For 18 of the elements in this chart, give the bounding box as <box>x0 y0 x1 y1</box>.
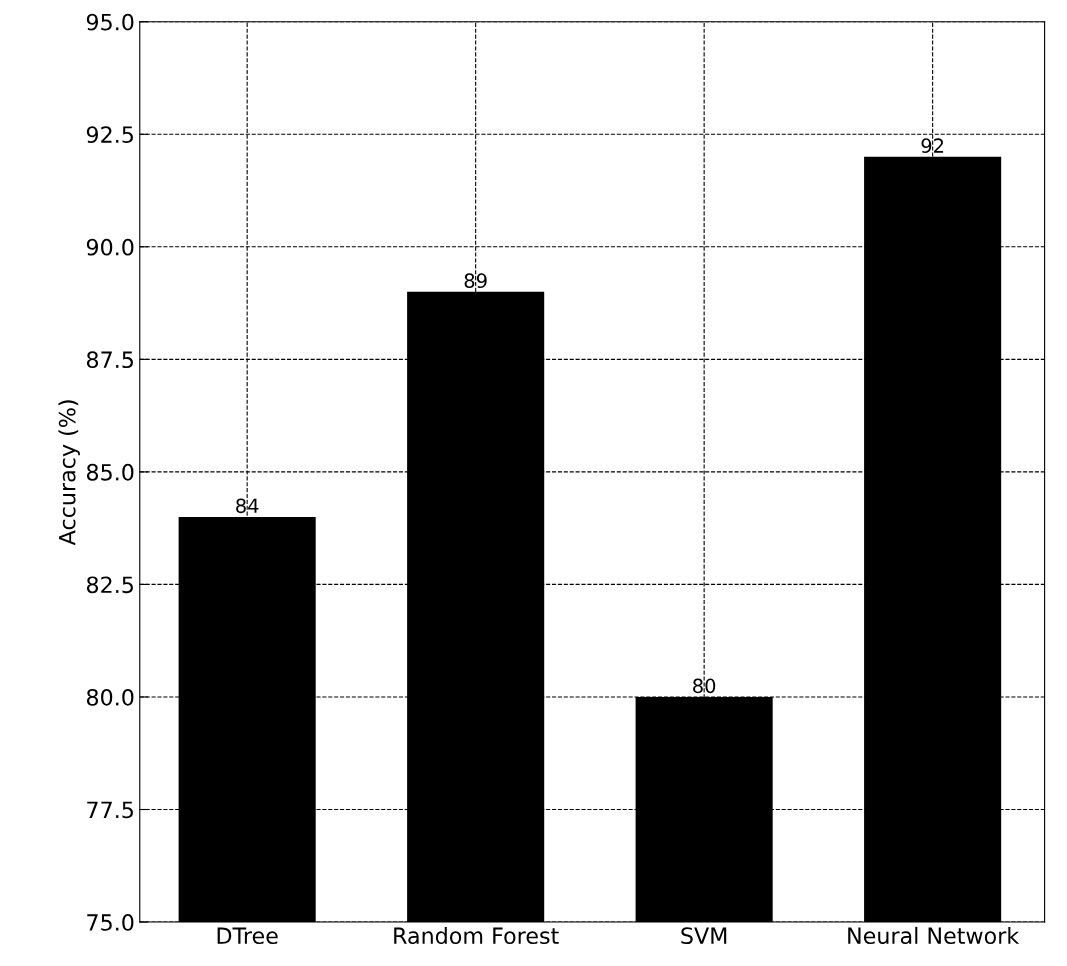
y-tick-label: 82.5 <box>86 576 133 594</box>
x-tick-label: DTree <box>217 927 278 945</box>
x-tick-label: Random Forest <box>394 926 559 945</box>
y-tick-label: 85.0 <box>86 463 134 481</box>
data-label: 80 <box>693 678 716 694</box>
y-tick-label: 80.0 <box>86 688 134 706</box>
y-tick-label: 90.0 <box>86 238 134 256</box>
data-label: 92 <box>921 138 944 154</box>
x-tick-label: Neural Network <box>848 926 1020 945</box>
data-label: 84 <box>236 498 259 514</box>
x-tick-label: SVM <box>681 927 727 945</box>
y-tick-label: 77.5 <box>87 801 133 819</box>
y-tick-label: 92.5 <box>86 126 133 144</box>
data-label: 89 <box>464 273 487 289</box>
y-tick-label: 87.5 <box>86 351 133 369</box>
y-axis-title: Accuracy (%) <box>58 400 80 546</box>
y-tick-label: 75.0 <box>87 914 134 931</box>
y-tick-label: 95.0 <box>86 13 134 31</box>
